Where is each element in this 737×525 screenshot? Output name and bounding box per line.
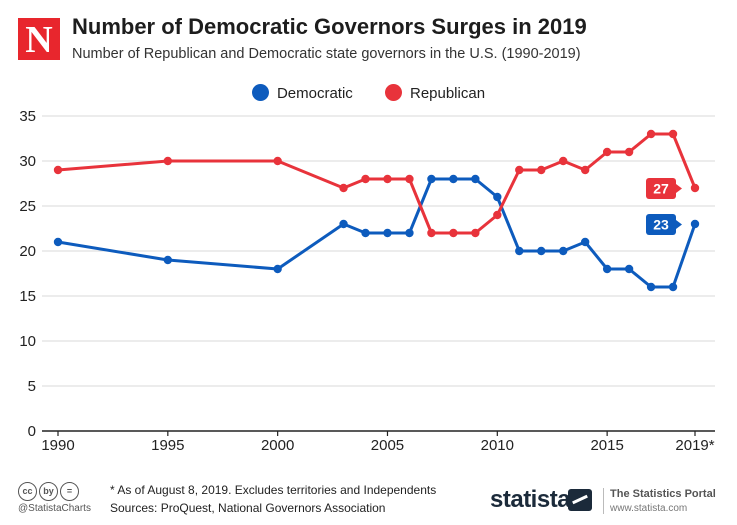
end-label-republican: 27 (653, 181, 669, 197)
data-point-democratic-2013 (559, 246, 568, 256)
license-icons: cc by = (18, 481, 81, 501)
legend-swatch-republican (384, 84, 402, 101)
y-tick-label-35: 35 (19, 108, 36, 125)
data-point-democratic-2007 (427, 174, 436, 184)
data-point-democratic-2005 (383, 228, 392, 238)
data-point-republican-2010 (493, 210, 502, 220)
data-point-republican-2009 (471, 228, 480, 238)
series-line-republican (57, 132, 697, 235)
footer-divider (603, 488, 604, 514)
series-line-democratic (57, 177, 697, 289)
x-tick-label-1995: 1995 (151, 437, 184, 454)
statista-logo[interactable]: statista (490, 486, 571, 513)
data-point-democratic-2014 (580, 237, 590, 247)
data-point-republican-2014 (580, 165, 590, 175)
newsweek-logo: N (18, 18, 60, 61)
data-point-republican-2011 (515, 165, 524, 175)
data-point-democratic-2003 (339, 219, 348, 229)
data-point-democratic-1990 (53, 237, 63, 247)
data-point-democratic-2008 (449, 174, 458, 184)
data-point-democratic-2017 (646, 282, 656, 292)
end-label-pointer-democratic (676, 220, 682, 229)
end-label-democratic: 23 (653, 217, 669, 233)
data-point-republican-2007 (427, 228, 436, 238)
sources: Sources: ProQuest, National Governors As… (110, 501, 386, 515)
statistics-portal-label: The Statistics Portal (610, 488, 716, 500)
legend-item-democratic: Democratic (251, 84, 353, 102)
data-point-democratic-2009 (471, 174, 480, 184)
x-tick-label-1990: 1990 (41, 437, 74, 454)
legend-label-republican: Republican (409, 85, 486, 102)
data-point-democratic-2000 (273, 264, 282, 274)
y-tick-label-20: 20 (19, 243, 36, 260)
y-tick-label-30: 30 (19, 153, 36, 170)
cc-icon: cc (18, 482, 37, 501)
chart-subtitle: Number of Republican and Democratic stat… (72, 46, 581, 62)
data-point-republican-2013 (559, 156, 568, 166)
data-point-democratic-1995 (163, 255, 173, 265)
x-tick-label-2010: 2010 (481, 437, 514, 454)
data-point-republican-1995 (163, 156, 173, 166)
data-point-republican-2006 (405, 174, 414, 184)
data-point-republican-2003 (339, 183, 348, 193)
data-point-democratic-2015 (602, 264, 612, 274)
end-label-box-republican (646, 178, 676, 199)
data-point-republican-2015 (602, 147, 612, 157)
data-point-republican-2005 (383, 174, 392, 184)
x-tick-label-2015: 2015 (590, 437, 623, 454)
data-point-republican-2000 (273, 156, 282, 166)
by-icon: by (39, 482, 58, 501)
data-point-republican-1990 (53, 165, 63, 175)
data-point-democratic-2010 (493, 192, 502, 202)
footnote: * As of August 8, 2019. Excludes territo… (110, 483, 437, 497)
data-point-republican-2008 (449, 228, 458, 238)
data-point-republican-2017 (646, 129, 656, 139)
data-point-democratic-2006 (405, 228, 414, 238)
y-tick-label-25: 25 (19, 198, 36, 215)
data-point-republican-2019 (690, 183, 700, 193)
legend-label-democratic: Democratic (276, 85, 353, 102)
data-point-democratic-2018 (668, 282, 678, 292)
statista-url[interactable]: www.statista.com (610, 503, 688, 514)
y-tick-label-10: 10 (19, 333, 36, 350)
data-point-democratic-2004 (361, 228, 370, 238)
statista-logo-icon (568, 489, 592, 511)
legend-swatch-democratic (251, 84, 269, 101)
chart-title: Number of Democratic Governors Surges in… (72, 14, 587, 39)
end-label-pointer-republican (676, 184, 682, 193)
data-point-republican-2018 (668, 129, 678, 139)
data-point-democratic-2016 (624, 264, 634, 274)
legend-item-republican: Republican (384, 84, 486, 102)
y-tick-label-0: 0 (28, 423, 36, 440)
x-tick-label-2005: 2005 (371, 437, 404, 454)
data-point-democratic-2012 (537, 246, 546, 256)
line-chart: 0 5 10 15 20 25 30 35 1990 1995 2000 2005 2010 2015 20… (19, 108, 715, 454)
end-label-box-democratic (646, 214, 676, 235)
data-point-republican-2012 (537, 165, 546, 175)
chart-legend: Democratic Republican (0, 84, 737, 102)
x-tick-label-last: 2019* (675, 437, 714, 454)
nd-icon: = (60, 482, 79, 501)
data-point-republican-2004 (361, 174, 370, 184)
data-point-republican-2016 (624, 147, 634, 157)
x-tick-label-2000: 2000 (261, 437, 294, 454)
y-tick-label-5: 5 (28, 378, 36, 395)
data-point-democratic-2011 (515, 246, 524, 256)
y-tick-label-15: 15 (19, 288, 36, 305)
statista-charts-handle[interactable]: @StatistaCharts (18, 503, 91, 514)
data-point-democratic-2019 (690, 219, 700, 229)
